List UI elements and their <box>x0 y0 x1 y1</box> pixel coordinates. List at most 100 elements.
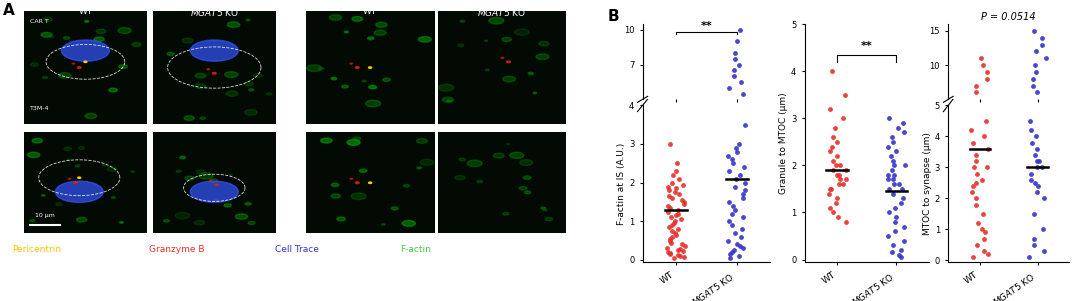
Point <box>885 158 902 163</box>
Circle shape <box>42 76 48 79</box>
Point <box>975 236 993 241</box>
Text: 10 μm: 10 μm <box>35 213 55 218</box>
Point <box>664 234 681 239</box>
Point <box>880 210 897 215</box>
Point <box>1028 165 1045 170</box>
Point <box>665 221 683 226</box>
Text: B: B <box>608 9 620 24</box>
Point <box>880 116 897 121</box>
Point <box>880 144 897 149</box>
Point <box>826 125 843 130</box>
Point <box>666 190 684 195</box>
Point <box>720 200 738 204</box>
Point <box>1036 249 1053 253</box>
Point <box>892 248 909 253</box>
Point <box>828 154 846 158</box>
Circle shape <box>381 224 386 225</box>
Point <box>666 231 684 235</box>
Circle shape <box>352 17 363 21</box>
Point <box>836 92 853 97</box>
Point <box>674 249 691 254</box>
Point <box>661 252 678 256</box>
Bar <box>153 11 275 125</box>
Point <box>895 238 913 243</box>
Circle shape <box>402 220 416 226</box>
Text: 44v6.28 ζ: 44v6.28 ζ <box>2 164 12 201</box>
Point <box>667 213 685 218</box>
Point <box>719 153 737 158</box>
Point <box>730 62 747 67</box>
Circle shape <box>459 158 465 161</box>
Circle shape <box>503 213 509 215</box>
Text: CAR T: CAR T <box>30 19 49 23</box>
Circle shape <box>68 178 71 179</box>
Point <box>886 172 903 177</box>
Point <box>724 157 741 162</box>
Circle shape <box>455 175 464 180</box>
Circle shape <box>253 73 262 78</box>
Point <box>1034 42 1051 47</box>
Circle shape <box>190 40 239 61</box>
Bar <box>437 132 566 233</box>
Point <box>886 163 903 168</box>
Point <box>978 70 996 74</box>
Point <box>721 252 739 256</box>
Circle shape <box>84 61 86 63</box>
Circle shape <box>197 170 205 173</box>
Text: **: ** <box>701 21 712 31</box>
Circle shape <box>503 76 515 82</box>
Circle shape <box>519 186 527 190</box>
Circle shape <box>420 159 434 165</box>
Point <box>837 219 854 224</box>
Point <box>673 198 690 203</box>
Point <box>895 224 913 229</box>
Circle shape <box>543 209 546 211</box>
Circle shape <box>41 195 45 196</box>
Point <box>967 202 984 207</box>
Circle shape <box>332 77 337 80</box>
Text: /: / <box>386 244 389 254</box>
Point <box>728 39 745 44</box>
Point <box>659 184 676 189</box>
Point <box>831 182 848 187</box>
Point <box>670 248 687 253</box>
Point <box>1030 159 1048 163</box>
Point <box>1028 159 1045 163</box>
Circle shape <box>355 182 360 184</box>
Circle shape <box>355 67 360 68</box>
Point <box>832 163 849 168</box>
Circle shape <box>417 138 428 143</box>
Point <box>886 182 903 187</box>
Circle shape <box>417 167 421 169</box>
Circle shape <box>337 217 346 221</box>
Point <box>1024 83 1041 88</box>
Circle shape <box>382 78 390 81</box>
Point <box>892 200 909 205</box>
Circle shape <box>368 182 372 183</box>
Circle shape <box>501 57 503 58</box>
Circle shape <box>190 181 239 202</box>
Point <box>725 248 742 253</box>
Circle shape <box>351 193 366 200</box>
Point <box>825 168 842 172</box>
Circle shape <box>184 116 194 120</box>
Point <box>729 242 746 247</box>
Circle shape <box>404 185 409 187</box>
Circle shape <box>30 63 39 67</box>
Point <box>662 238 679 243</box>
Circle shape <box>376 22 387 27</box>
Y-axis label: Granule to MTOC (μm): Granule to MTOC (μm) <box>779 92 788 194</box>
Circle shape <box>545 218 553 221</box>
Bar <box>24 132 147 233</box>
Point <box>728 145 745 150</box>
Point <box>962 128 980 132</box>
Circle shape <box>366 100 380 107</box>
Point <box>1027 70 1044 74</box>
Circle shape <box>502 37 511 42</box>
Point <box>895 130 913 135</box>
Point <box>879 234 896 238</box>
Point <box>676 254 693 259</box>
Text: T3M-4: T3M-4 <box>30 106 50 111</box>
Circle shape <box>510 152 524 158</box>
Point <box>674 242 691 247</box>
